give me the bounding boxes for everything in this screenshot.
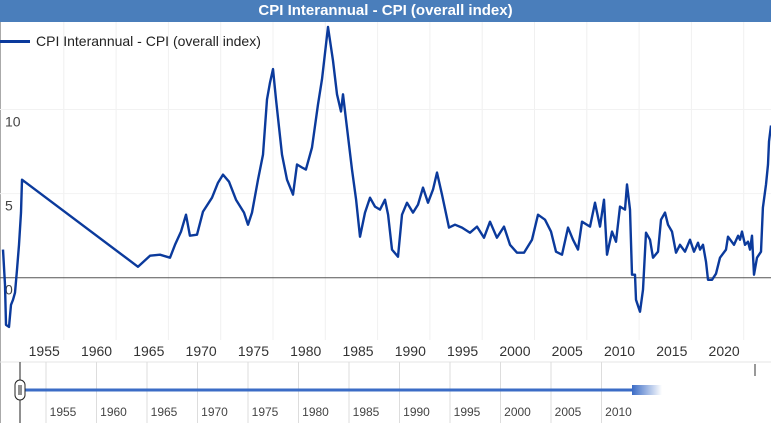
- series-line-cpi: [1, 25, 771, 329]
- navigator-tick-label: 1970: [201, 405, 228, 419]
- x-tick-label: 2015: [656, 343, 687, 359]
- legend-swatch: [0, 39, 30, 43]
- navigator-tick-label: 2000: [504, 405, 531, 419]
- drag-handle-icon[interactable]: [14, 379, 26, 401]
- x-tick-label: 1955: [29, 343, 60, 359]
- x-tick-label: 2010: [604, 343, 635, 359]
- navigator-fade: [632, 385, 662, 395]
- x-tick-label: 1975: [238, 343, 269, 359]
- navigator-tick-label: 1985: [353, 405, 380, 419]
- x-tick-label: 1995: [447, 343, 478, 359]
- x-tick-label: 2005: [552, 343, 583, 359]
- y-tick-label: 0: [5, 282, 13, 298]
- legend[interactable]: CPI Interannual - CPI (overall index): [0, 33, 261, 49]
- navigator-tick-label: 1995: [454, 405, 481, 419]
- navigator-tick-label: 1955: [50, 405, 77, 419]
- x-tick-label: 1960: [81, 343, 112, 359]
- x-tick-label: 1990: [395, 343, 426, 359]
- navigator-tick-label: 2005: [555, 405, 582, 419]
- navigator-tick-label: 1980: [302, 405, 329, 419]
- x-tick-label: 1970: [186, 343, 217, 359]
- y-tick-label: 5: [5, 198, 13, 214]
- x-tick-label: 2020: [709, 343, 740, 359]
- grid: [0, 22, 771, 340]
- x-tick-label: 1980: [290, 343, 321, 359]
- y-axis: 0 5 10: [5, 113, 21, 297]
- x-tick-label: 1985: [342, 343, 373, 359]
- chart-title: CPI Interannual - CPI (overall index): [0, 0, 771, 22]
- y-tick-label: 10: [5, 113, 21, 129]
- range-navigator[interactable]: 1955 1960 1965 1970 1975 1980 1985 1990 1995 2000…: [0, 361, 771, 423]
- navigator-tick-label: 1975: [252, 405, 279, 419]
- x-tick-label: 1965: [133, 343, 164, 359]
- navigator-tick-label: 2010: [605, 405, 632, 419]
- legend-label: CPI Interannual - CPI (overall index): [36, 33, 261, 49]
- x-tick-label: 2000: [499, 343, 530, 359]
- navigator-tick-label: 1965: [151, 405, 178, 419]
- navigator-tick-label: 1960: [100, 405, 127, 419]
- x-axis: 1955 1960 1965 1970 1975 1980 1985 1990 1995 2000…: [29, 343, 740, 359]
- chart-left-border: [0, 22, 1, 423]
- navigator-tick-label: 1990: [403, 405, 430, 419]
